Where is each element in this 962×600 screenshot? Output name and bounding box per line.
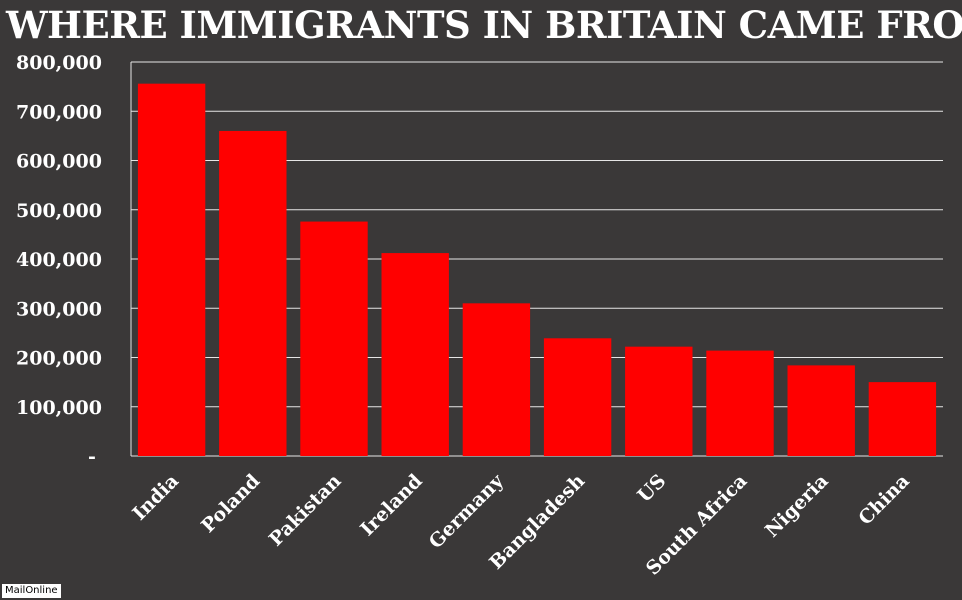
x-category-label: Nigeria [761, 470, 833, 542]
chart-title: WHERE IMMIGRANTS IN BRITAIN CAME FROM [6, 3, 962, 47]
bar-us [625, 346, 693, 456]
bar-china [868, 382, 937, 456]
bars [137, 83, 937, 457]
x-category-label: Pakistan [265, 470, 346, 551]
x-category-label: China [854, 470, 914, 530]
x-category-label: Poland [197, 470, 264, 537]
x-category-label: Ireland [356, 470, 426, 540]
bar-pakistan [300, 221, 368, 456]
bar-india [137, 83, 206, 457]
bar-ireland [381, 253, 449, 456]
x-axis-category-labels: India Poland Pakistan IrelandGermanyBanglad… [128, 469, 914, 579]
bar-nigeria [787, 365, 855, 456]
y-tick-label: 100,000 [16, 397, 102, 419]
y-tick-label: - [88, 446, 96, 468]
bar-bangladesh [543, 338, 612, 456]
x-category-label: US [633, 470, 670, 507]
y-axis-tick-labels: - 100,000 200,000 300,000 400,000 500,000 600,… [16, 52, 102, 468]
y-tick-label: 300,000 [16, 298, 102, 320]
y-tick-label: 500,000 [16, 200, 102, 222]
y-tick-label: 800,000 [16, 52, 102, 74]
x-category-label: Germany [425, 469, 509, 553]
y-tick-label: 700,000 [16, 101, 102, 123]
bar-south-africa [706, 350, 774, 456]
y-tick-label: 600,000 [16, 151, 102, 173]
y-tick-label: 400,000 [16, 249, 102, 271]
bar-poland [219, 130, 287, 456]
source-credit: MailOnline [2, 584, 61, 598]
y-tick-label: 200,000 [16, 348, 102, 370]
bar-germany [462, 303, 531, 456]
x-category-label: India [128, 470, 183, 525]
